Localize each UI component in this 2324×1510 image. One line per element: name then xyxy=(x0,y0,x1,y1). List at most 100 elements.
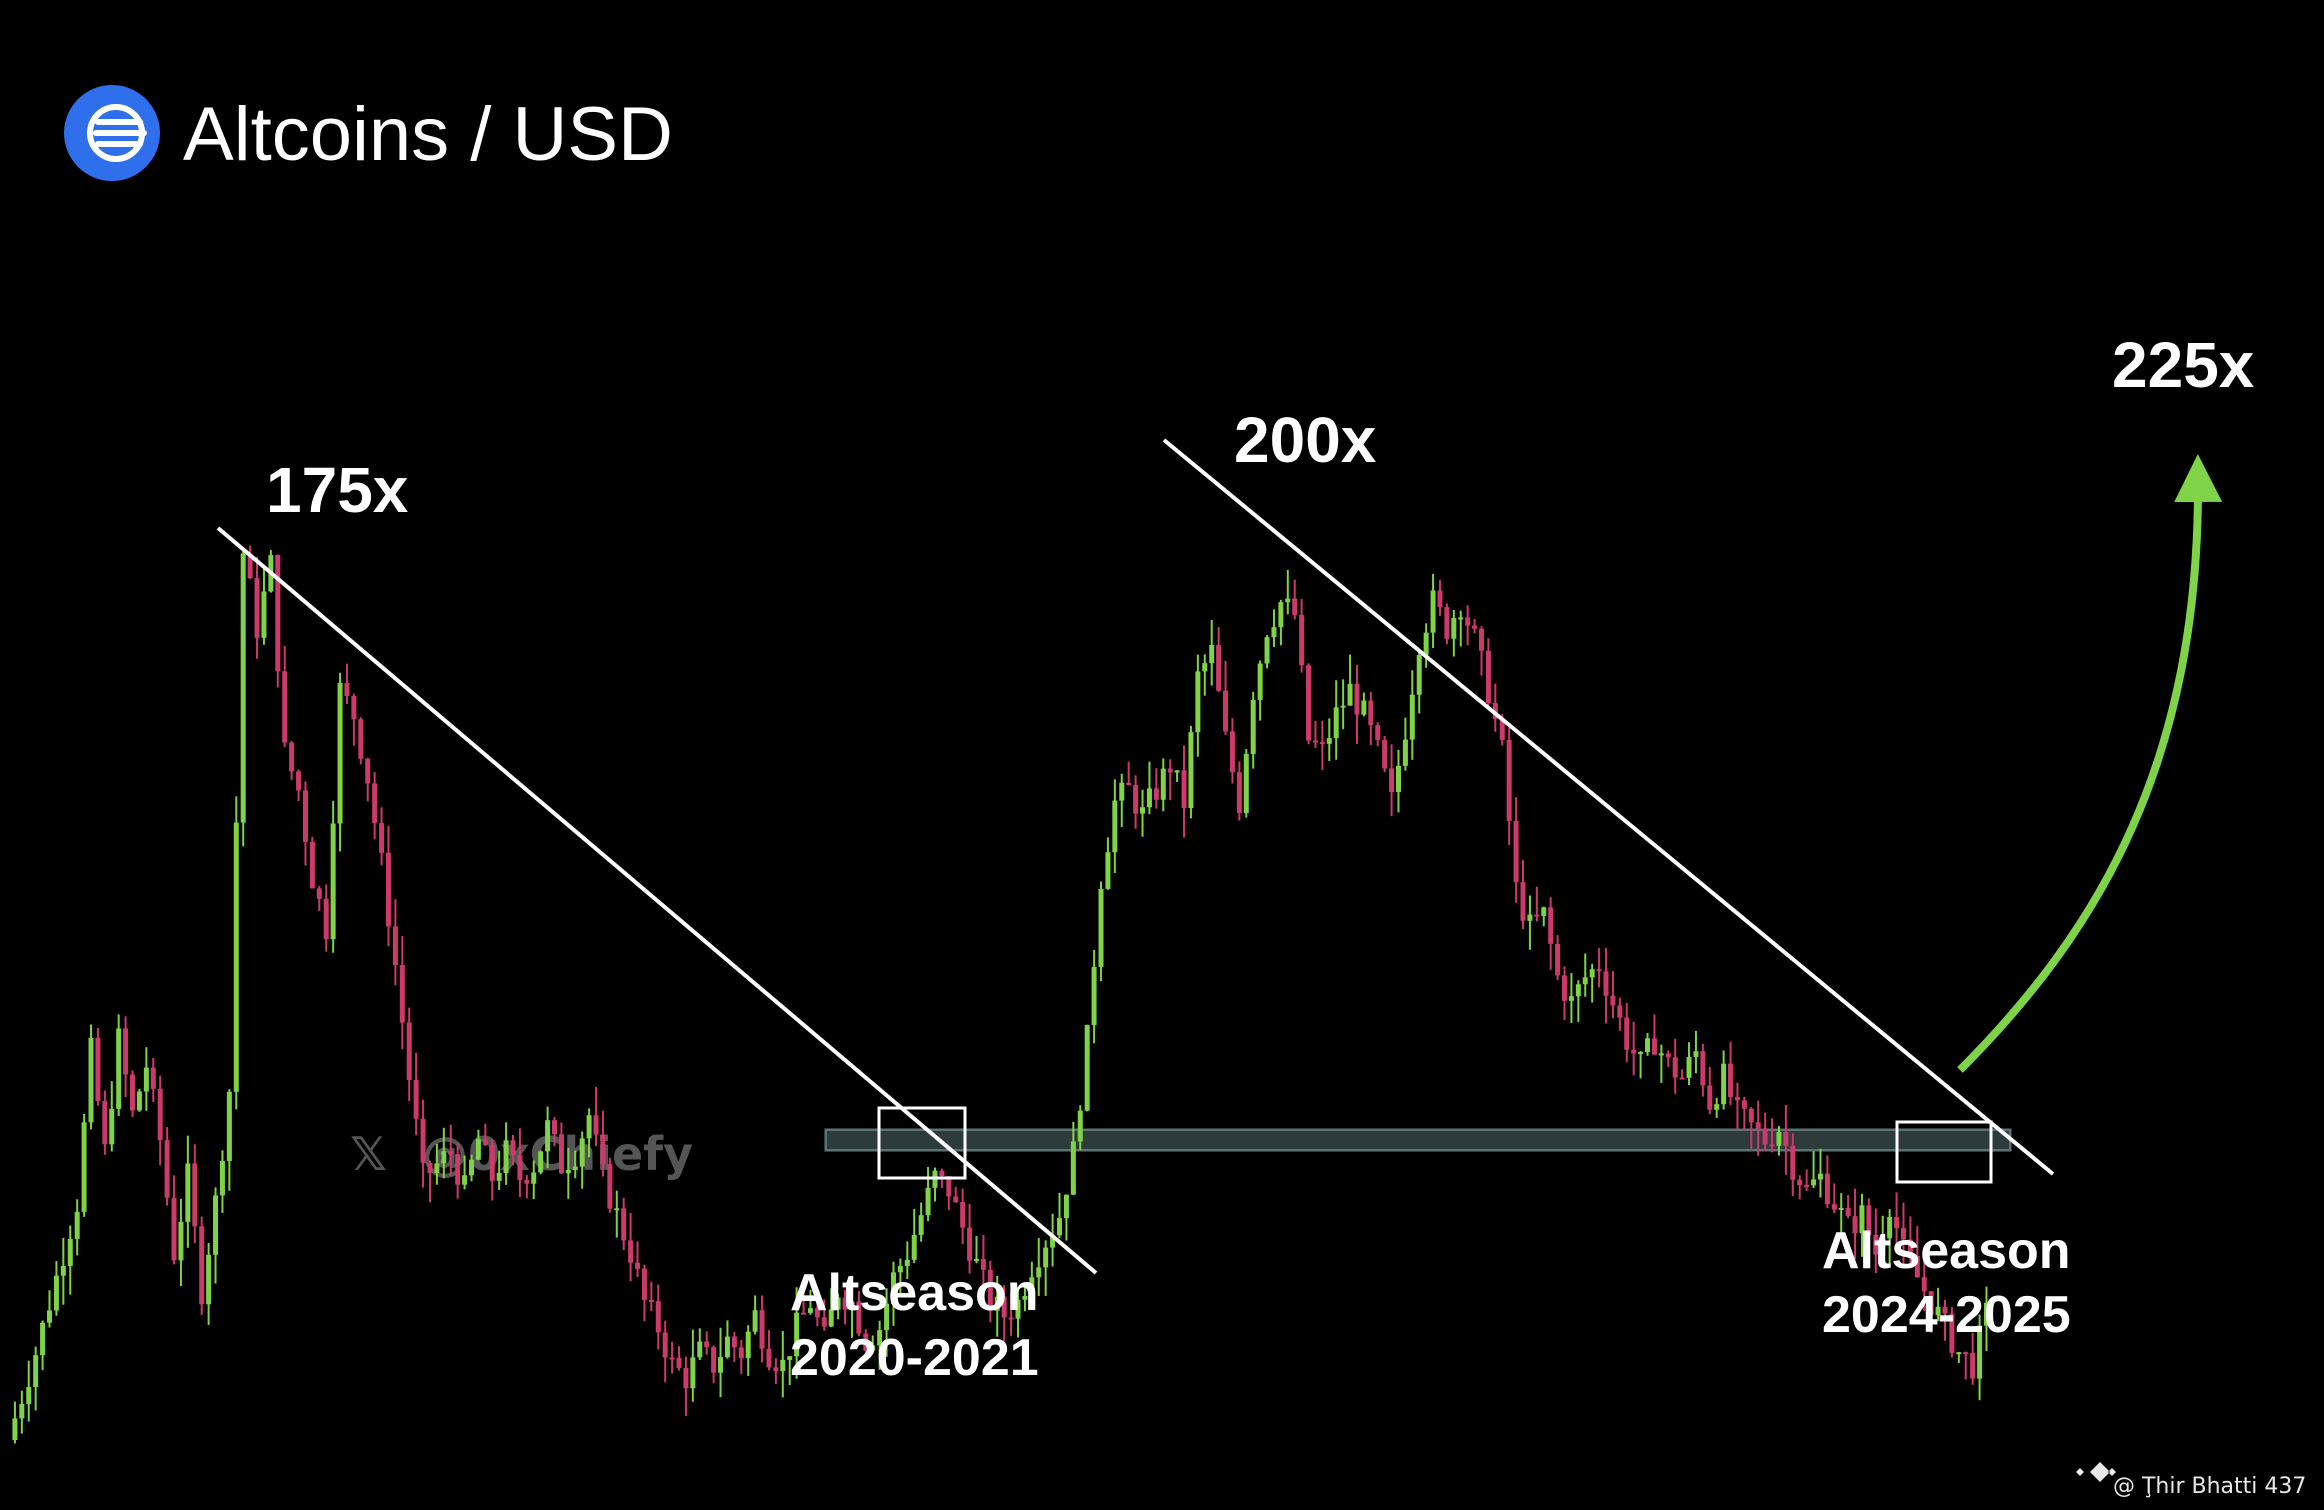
candle-down xyxy=(199,1226,205,1305)
candle-down xyxy=(1707,1085,1713,1110)
candle-up xyxy=(475,1139,481,1160)
candle-down xyxy=(1555,943,1561,976)
candle-down xyxy=(157,1088,163,1141)
candle-down xyxy=(980,1258,986,1270)
candle-up xyxy=(1243,753,1249,814)
candle-down xyxy=(1900,1228,1906,1240)
candle-down xyxy=(510,1140,516,1156)
candle-up xyxy=(1714,1104,1720,1110)
candle-up xyxy=(697,1341,703,1358)
candle-up xyxy=(904,1259,910,1267)
candle-down xyxy=(1368,700,1374,726)
candle-up xyxy=(807,1308,813,1313)
candle-down xyxy=(1229,731,1235,773)
candle-down xyxy=(987,1269,993,1311)
candle-up xyxy=(53,1275,59,1311)
candle-up xyxy=(586,1115,592,1139)
candle-up xyxy=(1575,984,1581,997)
candle-down xyxy=(420,1118,426,1163)
candle-up xyxy=(787,1356,793,1360)
candle-up xyxy=(538,1151,544,1173)
altcoin-logo-icon xyxy=(64,85,160,181)
candle-down xyxy=(1603,971,1609,996)
candle-up xyxy=(579,1138,585,1167)
candle-down xyxy=(593,1115,599,1135)
candle-down xyxy=(372,783,378,824)
candle-down xyxy=(1894,1216,1900,1229)
candle-down xyxy=(95,1037,101,1102)
candle-down xyxy=(344,682,350,696)
candle-down xyxy=(358,719,364,759)
candle-up xyxy=(1057,1218,1063,1236)
candle-down xyxy=(558,1134,564,1174)
candle-up xyxy=(1084,1025,1090,1111)
candle-down xyxy=(1534,914,1540,917)
candle-up xyxy=(1589,969,1595,978)
candle-down xyxy=(621,1208,627,1241)
candle-up xyxy=(884,1303,890,1331)
candle-down xyxy=(1942,1306,1948,1314)
candle-up xyxy=(1043,1247,1049,1268)
candle-down xyxy=(1873,1234,1879,1255)
candle-up xyxy=(1416,654,1422,695)
candle-up xyxy=(1347,683,1353,706)
altseason-years: 2020-2021 xyxy=(790,1329,1039,1387)
candle-down xyxy=(1520,882,1526,921)
candle-up xyxy=(1015,1299,1021,1319)
altseason-box-2024 xyxy=(1895,1120,1993,1184)
x-logo-icon: 𝕏 xyxy=(350,1127,387,1181)
candle-down xyxy=(635,1262,641,1269)
candle-down xyxy=(1852,1216,1858,1234)
candle-down xyxy=(773,1367,779,1372)
altseason-label: Altseason xyxy=(790,1264,1039,1322)
candle-up xyxy=(81,1122,87,1212)
candle-up xyxy=(794,1312,800,1357)
multiplier-label: 225x xyxy=(2112,329,2255,401)
candle-up xyxy=(690,1357,696,1389)
candle-up xyxy=(67,1238,73,1266)
candle-up xyxy=(1458,617,1464,620)
candle-down xyxy=(1216,644,1222,691)
candle-up xyxy=(745,1331,751,1359)
candle-down xyxy=(1824,1173,1830,1205)
candle-down xyxy=(1478,628,1484,651)
candle-down xyxy=(1762,1128,1768,1145)
candle-up xyxy=(1091,966,1097,1026)
candle-up xyxy=(468,1159,474,1176)
candle-up xyxy=(835,1297,841,1310)
altseason-years: 2024-2025 xyxy=(1822,1286,2071,1344)
candle-up xyxy=(1395,765,1401,793)
candle-up xyxy=(1112,800,1118,853)
candle-down xyxy=(254,578,260,638)
candle-down xyxy=(524,1179,530,1184)
binance-logo-icon xyxy=(2076,1462,2116,1482)
candle-down xyxy=(1548,907,1554,944)
chart-header: Altcoins / USD xyxy=(64,85,673,181)
candle-down xyxy=(711,1347,717,1373)
candle-down xyxy=(1354,683,1360,715)
candle-down xyxy=(1783,1131,1789,1146)
candle-down xyxy=(1596,969,1602,972)
candle-up xyxy=(496,1173,502,1181)
candle-up xyxy=(1693,1051,1699,1057)
candle-down xyxy=(1133,785,1139,814)
candle-down xyxy=(489,1144,495,1181)
candle-down xyxy=(628,1240,634,1263)
candle-up xyxy=(503,1140,509,1174)
candle-up xyxy=(531,1172,537,1184)
candle-up xyxy=(47,1310,53,1323)
candle-down xyxy=(1672,1057,1678,1078)
candle-up xyxy=(1105,852,1111,889)
candle-down xyxy=(1804,1185,1810,1188)
multiplier-label: 200x xyxy=(1234,404,1377,476)
candle-down xyxy=(1299,614,1305,666)
candle-down xyxy=(316,888,322,899)
candle-down xyxy=(282,671,288,743)
candle-down xyxy=(1831,1204,1837,1210)
candle-down xyxy=(967,1227,973,1261)
candle-up xyxy=(849,1301,855,1310)
candle-down xyxy=(1928,1291,1934,1316)
candle-down xyxy=(385,852,391,927)
candle-up xyxy=(1887,1216,1893,1239)
candle-up xyxy=(752,1310,758,1332)
